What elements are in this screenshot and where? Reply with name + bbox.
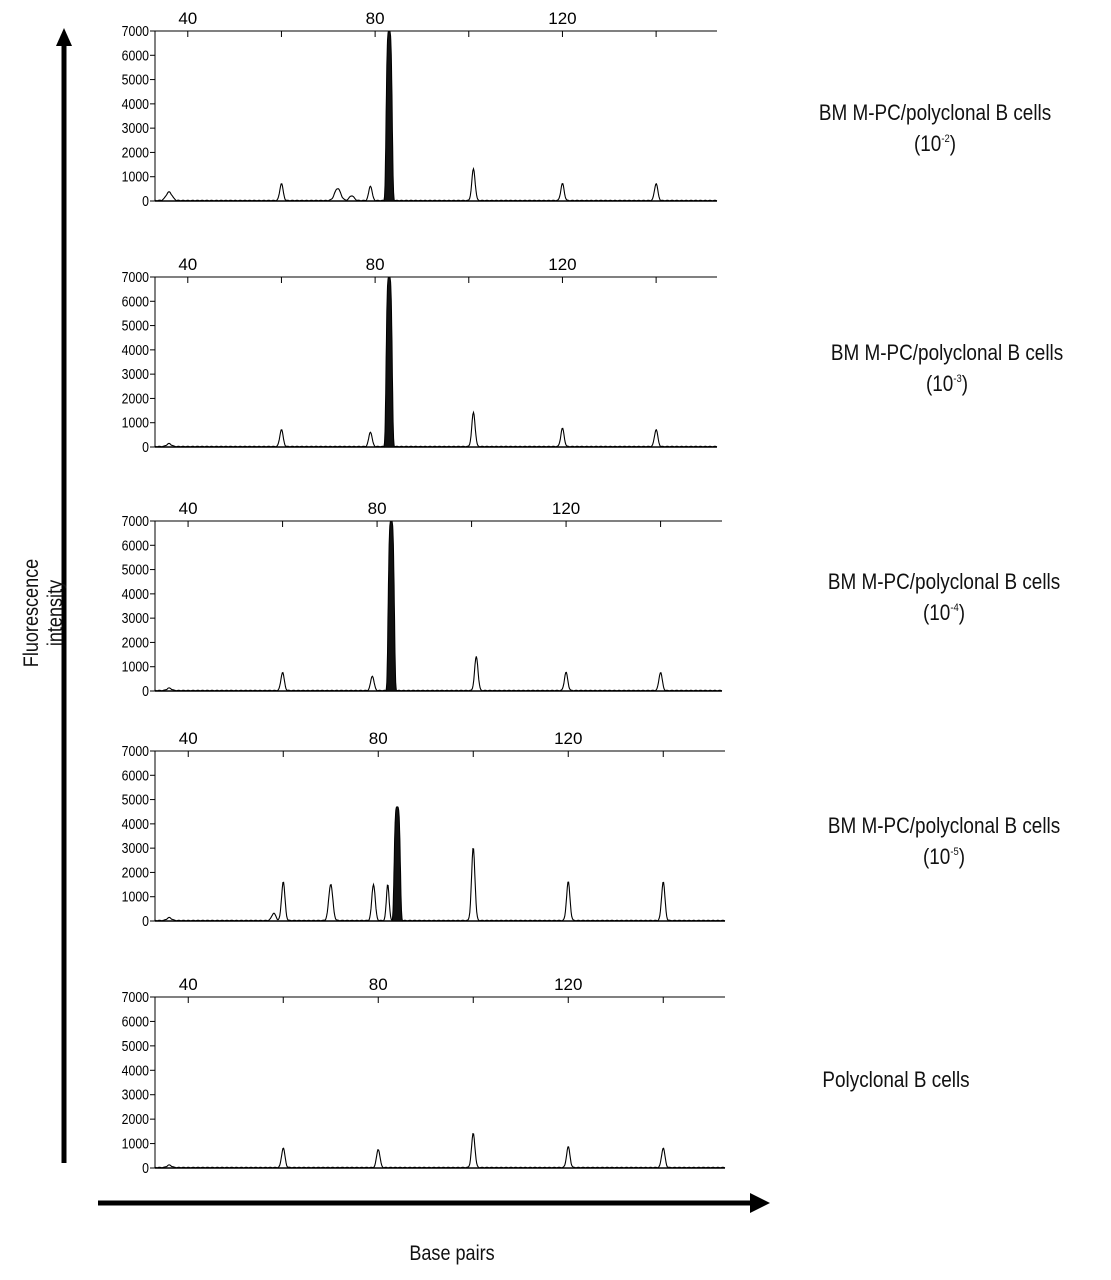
panel-5-label-main: Polyclonal B cells — [822, 1067, 970, 1092]
y-tick-label: 5000 — [122, 71, 150, 87]
panel-4-label: BM M-PC/polyclonal B cells (10-5) — [802, 813, 1086, 870]
y-tick-label: 4000 — [122, 1062, 150, 1078]
panel-1-label: BM M-PC/polyclonal B cells (10-2) — [793, 100, 1077, 157]
y-tick-label: 6000 — [122, 293, 150, 309]
y-tick-label: 2000 — [122, 144, 150, 160]
top-tick-label: 120 — [554, 729, 582, 748]
reference-trace — [154, 847, 726, 922]
top-tick-label: 40 — [178, 255, 197, 274]
reference-trace — [154, 656, 723, 692]
clonal-peak — [381, 520, 401, 692]
panel-2-label-main: BM M-PC/polyclonal B cells — [830, 340, 1064, 365]
top-tick-label: 40 — [179, 499, 198, 518]
y-tick-label: 0 — [142, 193, 149, 209]
y-tick-label: 6000 — [122, 47, 150, 63]
y-tick-label: 0 — [142, 439, 149, 455]
y-tick-label: 7000 — [122, 269, 150, 285]
y-tick-label: 4000 — [122, 816, 150, 832]
top-tick-label: 80 — [366, 9, 385, 28]
y-tick-label: 3000 — [122, 366, 150, 382]
y-tick-label: 1000 — [122, 415, 150, 431]
x-axis-arrowhead — [750, 1193, 770, 1213]
y-tick-label: 0 — [142, 1160, 149, 1176]
y-tick-label: 5000 — [122, 791, 150, 807]
panel-3-label: BM M-PC/polyclonal B cells (10-4) — [802, 569, 1086, 626]
clonal-peak — [379, 30, 399, 202]
y-tick-label: 7000 — [122, 743, 150, 759]
clonal-peak — [387, 806, 407, 922]
panel-4-plot: 7000 6000 5000 4000 3000 2000 1000 0 40 80 120 — [122, 729, 726, 929]
panel-1-label-main: BM M-PC/polyclonal B cells — [818, 100, 1052, 125]
panel-2-label-dilution: (10-3) — [925, 371, 969, 396]
y-tick-label: 6000 — [122, 767, 150, 783]
panel-1-plot: 7000 6000 5000 4000 3000 2000 1000 0 40 80 120 — [122, 9, 718, 209]
clonal-peak — [379, 276, 399, 448]
y-tick-label: 2000 — [122, 864, 150, 880]
y-tick-label: 7000 — [122, 989, 150, 1005]
top-tick-label: 80 — [369, 729, 388, 748]
top-tick-label: 120 — [548, 9, 576, 28]
panel-4-label-dilution: (10-5) — [922, 844, 966, 869]
panel-2-label: BM M-PC/polyclonal B cells (10-3) — [805, 340, 1089, 397]
top-tick-label: 80 — [369, 975, 388, 994]
y-tick-label: 1000 — [122, 1135, 150, 1151]
y-tick-label: 0 — [142, 913, 149, 929]
panel-3-plot: 7000 6000 5000 4000 3000 2000 1000 0 40 80 120 — [122, 499, 723, 699]
reference-trace — [154, 410, 718, 448]
top-tick-label: 40 — [179, 975, 198, 994]
y-tick-label: 3000 — [122, 610, 150, 626]
y-tick-label: 3000 — [122, 120, 150, 136]
y-tick-label: 2000 — [122, 390, 150, 406]
top-tick-label: 40 — [179, 729, 198, 748]
y-tick-label: 7000 — [122, 23, 150, 39]
panel-5-plot: 7000 6000 5000 4000 3000 2000 1000 0 40 80 120 — [122, 975, 726, 1176]
panel-5-label: Polyclonal B cells — [754, 1067, 1038, 1093]
top-tick-label: 120 — [554, 975, 582, 994]
panel-3-label-main: BM M-PC/polyclonal B cells — [827, 569, 1061, 594]
y-tick-label: 6000 — [122, 537, 150, 553]
y-tick-label: 4000 — [122, 96, 150, 112]
y-tick-label: 2000 — [122, 634, 150, 650]
panel-2-plot: 7000 6000 5000 4000 3000 2000 1000 0 40 80 120 — [122, 255, 718, 455]
y-tick-label: 6000 — [122, 1013, 150, 1029]
y-tick-label: 5000 — [122, 317, 150, 333]
top-tick-label: 120 — [548, 255, 576, 274]
top-tick-label: 120 — [552, 499, 580, 518]
top-tick-label: 80 — [366, 255, 385, 274]
y-axis-label: Fluorescence intensity — [20, 558, 67, 668]
y-tick-label: 1000 — [122, 889, 150, 905]
y-tick-label: 1000 — [122, 169, 150, 185]
y-tick-label: 1000 — [122, 659, 150, 675]
y-tick-label: 2000 — [122, 1111, 150, 1127]
top-tick-label: 80 — [368, 499, 387, 518]
y-tick-label: 4000 — [122, 586, 150, 602]
y-tick-label: 7000 — [122, 513, 150, 529]
y-tick-label: 0 — [142, 683, 149, 699]
y-tick-label: 5000 — [122, 1038, 150, 1054]
y-tick-label: 3000 — [122, 840, 150, 856]
y-axis-arrowhead — [56, 28, 72, 46]
reference-trace — [154, 166, 718, 202]
y-tick-label: 4000 — [122, 342, 150, 358]
reference-trace — [154, 1132, 726, 1169]
y-tick-label: 5000 — [122, 561, 150, 577]
y-tick-label: 3000 — [122, 1087, 150, 1103]
panel-4-label-main: BM M-PC/polyclonal B cells — [827, 813, 1061, 838]
x-axis-label: Base pairs — [409, 1242, 495, 1265]
panel-1-label-dilution: (10-2) — [913, 131, 957, 156]
top-tick-label: 40 — [178, 9, 197, 28]
panel-3-label-dilution: (10-4) — [922, 600, 966, 625]
